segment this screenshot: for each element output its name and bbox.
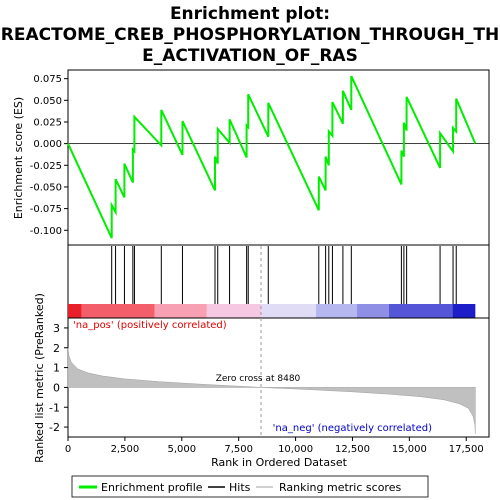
- es-ytick-label: -0.100: [30, 226, 62, 237]
- xtick-label: 17,500: [449, 444, 484, 455]
- legend-hits-label: Hits: [229, 481, 251, 494]
- es-ytick-label: 0.050: [33, 96, 62, 107]
- xtick-label: 12,500: [335, 444, 370, 455]
- es-ytick-label: 0.000: [33, 139, 62, 150]
- chart-title-line-1: Enrichment plot:: [170, 4, 330, 24]
- metric-ytick-label: 3: [53, 322, 60, 335]
- xtick-label: 10,000: [278, 444, 313, 455]
- colorbar-segment: [68, 304, 82, 318]
- colorbar-segment: [260, 304, 317, 318]
- legend-metric-label: Ranking metric scores: [279, 481, 401, 494]
- metric-y-axis-label: Ranked list metric (PreRanked): [33, 293, 46, 463]
- xtick-label: 0: [65, 444, 71, 455]
- colorbar-segment: [357, 304, 389, 318]
- chart-title-line-3: E_ACTIVATION_OF_RAS: [142, 46, 358, 66]
- metric-panel-frame: [67, 317, 490, 438]
- es-ytick-label: -0.050: [30, 182, 62, 193]
- metric-ytick-label: -1: [49, 401, 60, 414]
- chart-title-line-2: REACTOME_CREB_PHOSPHORYLATION_THROUGH_TH: [1, 25, 500, 45]
- ranking-metric-area: [67, 347, 476, 435]
- colorbar-segment: [81, 304, 155, 318]
- es-ytick-label: 0.025: [33, 117, 62, 128]
- legend-box: [71, 475, 429, 498]
- es-ytick-label: 0.075: [33, 74, 62, 85]
- es-ytick-label: -0.075: [30, 204, 62, 215]
- xtick-label: 7,500: [224, 444, 253, 455]
- es-ytick-label: -0.025: [30, 161, 62, 172]
- positive-correlation-label: 'na_pos' (positively correlated): [73, 320, 227, 331]
- es-y-axis-label: Enrichment score (ES): [12, 97, 25, 219]
- enrichment-profile-line: [67, 75, 477, 239]
- colorbar-segment: [154, 304, 207, 318]
- negative-correlation-label: 'na_neg' (negatively correlated): [273, 423, 432, 434]
- es-panel-frame: [67, 69, 490, 246]
- metric-ytick-label: 2: [53, 342, 60, 355]
- colorbar-segment: [452, 304, 476, 318]
- xtick-label: 5,000: [167, 444, 196, 455]
- metric-ytick-label: 0: [53, 381, 60, 394]
- colorbar-segment: [206, 304, 261, 318]
- x-axis-label: Rank in Ordered Dataset: [211, 456, 348, 469]
- legend-enrichment-label: Enrichment profile: [101, 481, 203, 494]
- xtick-label: 15,000: [392, 444, 427, 455]
- metric-ytick-label: -2: [49, 421, 60, 434]
- xtick-label: 2,500: [111, 444, 140, 455]
- metric-ytick-label: 1: [53, 362, 60, 375]
- colorbar-segment: [388, 304, 453, 318]
- zero-cross-label: Zero cross at 8480: [216, 374, 301, 384]
- colorbar-segment: [316, 304, 358, 318]
